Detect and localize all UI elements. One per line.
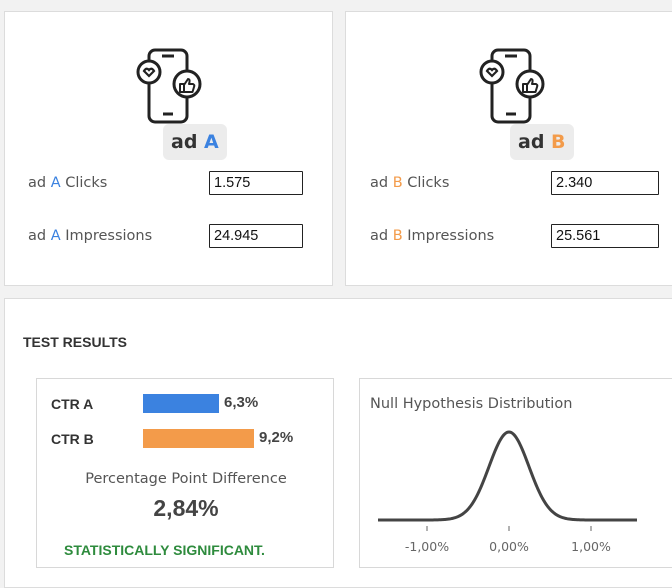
ad-a-badge: ad A (163, 124, 227, 160)
tick-label-neg: -1,00% (405, 539, 449, 554)
ad-a-badge-prefix: ad (171, 131, 198, 153)
tick-label-zero: 0,00% (489, 539, 529, 554)
ad-b-impressions-input[interactable] (551, 224, 659, 248)
ad-a-panel: ad A ad A Clicks ad A Impressions (4, 11, 333, 286)
ad-b-clicks-input[interactable] (551, 171, 659, 195)
ad-b-clicks-label-suffix: Clicks (407, 175, 450, 191)
ctr-b-value: 9,2% (259, 429, 294, 446)
ad-b-clicks-label: ad B Clicks (370, 175, 449, 191)
ctr-b-label: CTR B (51, 431, 94, 447)
ad-b-panel: ad B ad B Clicks ad B Impressions (345, 11, 672, 286)
ad-b-impressions-label-suffix: Impressions (407, 228, 495, 244)
ad-b-impressions-label: ad B Impressions (370, 228, 494, 244)
test-results-title: TEST RESULTS (23, 334, 127, 350)
ad-b-impressions-label-letter: B (392, 228, 403, 244)
ad-b-badge-letter: B (551, 131, 566, 153)
percentage-point-difference-value: 2,84% (153, 495, 219, 521)
ad-a-impressions-input[interactable] (209, 224, 303, 248)
test-results-panel: TEST RESULTS CTR A 6,3% CTR B 9,2% Perce… (4, 298, 672, 588)
ad-a-impressions-label-suffix: Impressions (65, 228, 153, 244)
ctr-b-bar (143, 429, 254, 448)
ctr-a-bar (143, 394, 219, 413)
phone-social-icon (136, 48, 202, 124)
ctr-card: CTR A 6,3% CTR B 9,2% Percentage Point D… (36, 378, 334, 568)
ad-a-clicks-label-letter: A (50, 175, 61, 191)
ad-a-clicks-input[interactable] (209, 171, 303, 195)
ad-a-badge-letter: A (204, 131, 219, 153)
ad-a-impressions-label-letter: A (50, 228, 61, 244)
null-distribution-chart: -1,00% 0,00% 1,00% (378, 430, 637, 554)
ad-a-impressions-label: ad A Impressions (28, 228, 152, 244)
percentage-point-difference-label: Percentage Point Difference (85, 471, 287, 487)
ad-a-clicks-label-prefix: ad (28, 175, 47, 191)
null-distribution-card: Null Hypothesis Distribution -1,00% 0,00… (359, 378, 672, 568)
tick-label-pos: 1,00% (571, 539, 611, 554)
ctr-a-value: 6,3% (224, 394, 259, 411)
phone-social-icon (479, 48, 545, 124)
ad-a-clicks-label: ad A Clicks (28, 175, 107, 191)
ad-b-clicks-label-prefix: ad (370, 175, 389, 191)
distribution-curve (378, 430, 637, 522)
ad-a-impressions-label-prefix: ad (28, 228, 47, 244)
ad-b-badge-prefix: ad (518, 131, 545, 153)
significance-status: STATISTICALLY SIGNIFICANT. (64, 542, 265, 558)
ctr-a-label: CTR A (51, 396, 94, 412)
ad-b-impressions-label-prefix: ad (370, 228, 389, 244)
ad-b-clicks-label-letter: B (392, 175, 403, 191)
ad-b-badge: ad B (510, 124, 574, 160)
ad-a-clicks-label-suffix: Clicks (65, 175, 108, 191)
null-distribution-title: Null Hypothesis Distribution (370, 396, 573, 412)
